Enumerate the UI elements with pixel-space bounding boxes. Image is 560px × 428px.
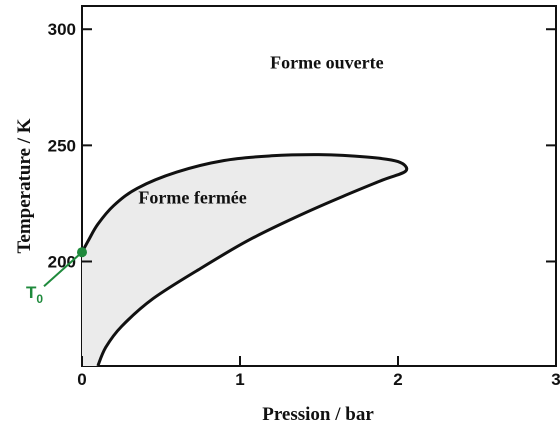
t0-marker-label: T0: [26, 283, 43, 306]
t0-marker-point: [77, 247, 87, 257]
x-tick-label: 2: [393, 370, 402, 389]
t0-marker-subscript: 0: [36, 292, 43, 306]
x-tick-label: 1: [235, 370, 244, 389]
x-tick-label: 3: [551, 370, 560, 389]
region-label: Forme ouverte: [270, 53, 383, 73]
y-axis-title: Temperature / K: [14, 118, 35, 253]
y-tick-label: 250: [48, 136, 76, 155]
closed-form-region: [82, 155, 407, 366]
x-tick-label: 0: [77, 370, 86, 389]
y-tick-label: 300: [48, 20, 76, 39]
x-axis-title: Pression / bar: [262, 404, 374, 425]
region-label: Forme fermée: [138, 187, 246, 207]
